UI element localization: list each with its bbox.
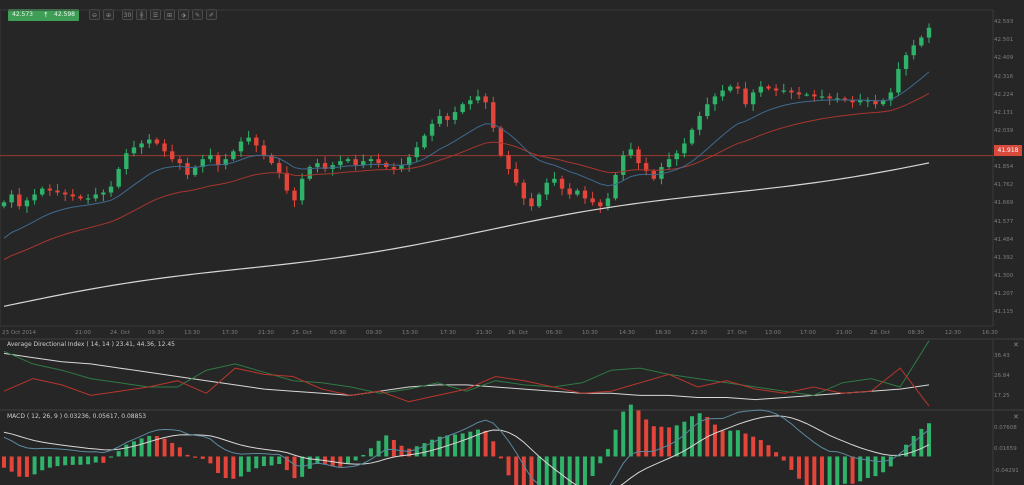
price-tick: 41.392 [994,254,1014,261]
time-tick: 08:30 [908,330,924,336]
time-tick: 17:30 [440,330,456,336]
time-tick: 05:30 [330,330,346,336]
macd-tick: 0.01659 [994,446,1017,453]
time-tick: 17:30 [222,330,238,336]
price-tick: 42.039 [994,127,1014,134]
macd-tick: -0.04291 [994,468,1019,475]
price-tick: 42.501 [994,37,1014,44]
time-tick: 18:30 [655,330,671,336]
time-tick: 26. Oct [508,330,529,336]
time-tick: 25. Oct [292,330,313,336]
price-tick: 41.577 [994,218,1014,225]
time-tick: 27. Oct [727,330,748,336]
time-tick: 16:30 [982,330,998,336]
up-arrow-icon: ↑ [43,11,49,19]
adx-tick: 36.43 [994,352,1010,359]
indicators-icon: ☰ [152,12,159,19]
time-tick: 21:00 [75,330,91,336]
price-tick: 41.669 [994,200,1014,207]
price-tick: 42.224 [994,91,1014,98]
adx-close-icon[interactable]: ✕ [1013,341,1019,349]
time-tick: 09:30 [366,330,382,336]
price-tick: 42.593 [994,19,1014,26]
time-tick: 14:30 [619,330,635,336]
timeframe-30-icon: 30 [123,12,132,19]
price-tick: 42.409 [994,55,1014,62]
macd-close-icon[interactable]: ✕ [1013,413,1019,421]
time-tick: 09:30 [148,330,164,336]
price-tick: 41.207 [994,291,1014,298]
chart-type-icon: ╫ [139,12,144,19]
current-price-tag: 41.918 [994,145,1022,156]
bid-price: 42.573 [12,11,33,18]
price-tick: 41.854 [994,164,1014,171]
time-tick: 21:30 [476,330,492,336]
time-tick: 23 Oct 2014 [2,330,37,336]
toolbar: 42.573 ↑ 42.598 ⊖ ⊕ 30 ╫ ☰ ⊞ ⬗ ✎ ✐ [0,0,1024,28]
ask-price: 42.598 [54,11,75,18]
adx-tick: 17.25 [994,392,1010,399]
time-tick: 12:30 [945,330,961,336]
studies-icon: ⊞ [166,12,173,19]
price-tick: 41.762 [994,182,1014,189]
price-tick: 42.316 [994,73,1014,80]
price-tick: 41.484 [994,236,1014,243]
pen-icon: ✐ [208,12,215,19]
time-tick: 21:30 [258,330,274,336]
zoom-in-icon: ⊕ [105,12,112,19]
time-tick: 17:00 [800,330,816,336]
macd-tick: 0.07608 [994,424,1017,431]
bid-ask-quote[interactable]: 42.573 ↑ 42.598 [8,9,79,21]
time-tick: 06:30 [546,330,562,336]
objects-icon: ⬗ [181,12,186,19]
price-tick: 41.300 [994,272,1014,279]
time-tick: 13:00 [765,330,781,336]
time-tick: 24. Oct [110,330,131,336]
time-tick: 13:30 [184,330,200,336]
time-tick: 22:30 [691,330,707,336]
price-tick: 42.131 [994,109,1014,116]
time-tick: 21:00 [836,330,852,336]
time-tick: 10:30 [582,330,598,336]
drawing-icon: ✎ [194,12,201,19]
time-tick: 13:30 [402,330,418,336]
adx-tick: 26.84 [994,372,1010,379]
zoom-out-icon: ⊖ [91,12,98,19]
macd-title: MACD ( 12, 26, 9 ) 0.03236, 0.05617, 0.0… [7,413,147,420]
price-tick: 41.115 [994,309,1014,316]
time-tick: 28. Oct [870,330,891,336]
adx-title: Average Directional Index ( 14, 14 ) 23.… [7,341,175,348]
